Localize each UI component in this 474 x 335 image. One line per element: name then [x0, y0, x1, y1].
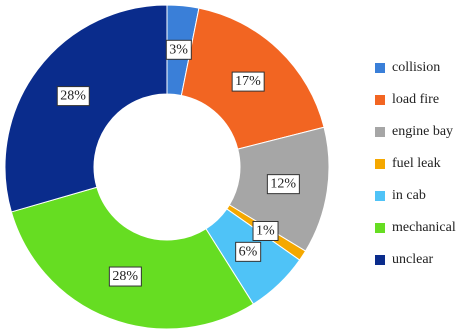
legend-label: collision: [392, 60, 440, 75]
legend-swatch: [375, 255, 385, 265]
data-label: 28%: [60, 89, 86, 104]
data-label: 17%: [235, 74, 261, 89]
legend-swatch: [375, 127, 385, 137]
label-box: [252, 220, 279, 241]
data-label-group: 28%: [56, 86, 90, 107]
data-label-group: 6%: [235, 241, 262, 262]
label-box: [231, 71, 265, 92]
data-label-group: 17%: [231, 71, 265, 92]
slice: [4, 4, 168, 213]
legend-label: fuel leak: [392, 156, 441, 171]
data-label: 28%: [112, 269, 138, 284]
data-label: 1%: [256, 223, 275, 238]
label-box: [266, 174, 300, 195]
data-label: 12%: [270, 177, 296, 192]
data-label: 3%: [169, 42, 188, 57]
data-label-group: 3%: [165, 39, 192, 60]
data-label: 6%: [239, 244, 258, 259]
legend-label: in cab: [392, 188, 426, 203]
legend-label: load fire: [392, 92, 439, 107]
legend-label: unclear: [392, 252, 434, 267]
label-box: [235, 241, 262, 262]
label-box: [56, 86, 90, 107]
legend-swatch: [375, 63, 385, 73]
legend-swatch: [375, 191, 385, 201]
legend-label: mechanical: [392, 220, 456, 235]
data-label-group: 28%: [108, 266, 142, 287]
label-box: [165, 39, 192, 60]
legend-label: engine bay: [392, 124, 453, 139]
data-label-group: 1%: [252, 220, 279, 241]
legend-swatch: [375, 159, 385, 169]
data-label-group: 12%: [266, 174, 300, 195]
legend-swatch: [375, 223, 385, 233]
label-box: [108, 266, 142, 287]
legend-swatch: [375, 95, 385, 105]
slice: [10, 186, 255, 330]
